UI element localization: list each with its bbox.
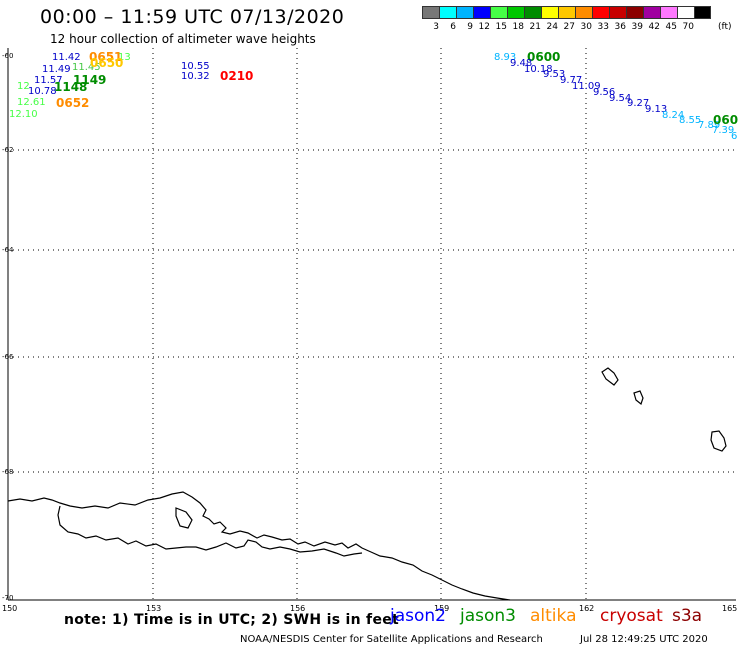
color-scale	[422, 6, 711, 19]
time-label: 060	[713, 113, 739, 127]
units-note: note: 1) Time is in UTC; 2) SWH is in fe…	[64, 612, 400, 628]
scale-swatch	[592, 6, 609, 19]
scale-tick-label: 45	[665, 22, 677, 32]
lat-label-70: -70	[2, 594, 14, 602]
scale-swatch	[609, 6, 626, 19]
swh-label: 9.54	[609, 93, 632, 104]
scale-tick-label: 3	[433, 22, 439, 32]
swh-label: 11.57	[34, 75, 63, 86]
time-label: 0651	[89, 50, 123, 64]
lat-label-62: -62	[2, 146, 14, 154]
scale-swatch	[677, 6, 694, 19]
swh-label: 8.24	[662, 110, 685, 121]
scale-tick-label: 39	[631, 22, 643, 32]
scale-tick-label: 21	[529, 22, 541, 32]
scale-swatch	[643, 6, 660, 19]
footer-credit: NOAA/NESDIS Center for Satellite Applica…	[240, 634, 543, 645]
swh-label: 11.09	[572, 81, 601, 92]
swh-label: 10.78	[28, 86, 57, 97]
scale-swatch	[694, 6, 711, 19]
swh-label: 9.48	[510, 58, 533, 69]
lon-label-162: 162	[579, 604, 595, 613]
scale-tick-label: 6	[450, 22, 456, 32]
scale-tick-label: 33	[597, 22, 609, 32]
lon-label-150: 150	[2, 604, 18, 613]
scale-swatch	[524, 6, 541, 19]
legend-cryosat: cryosat	[600, 606, 663, 626]
scale-tick-label: 42	[648, 22, 660, 32]
swh-label: 12	[17, 81, 30, 92]
lon-label-165: 165	[722, 604, 738, 613]
time-label: 1148	[54, 80, 88, 94]
time-label: 0600	[527, 50, 561, 64]
page-title: 00:00 – 11:59 UTC 07/13/2020	[40, 6, 345, 28]
scale-swatch	[490, 6, 507, 19]
swh-label: 9.77	[560, 75, 583, 86]
legend-jason3: jason3	[460, 606, 516, 626]
swh-label: 6	[731, 131, 738, 142]
footer-timestamp: Jul 28 12:49:25 UTC 2020	[580, 634, 708, 645]
scale-tick-label: 12	[478, 22, 490, 32]
swh-label: 11.45	[72, 62, 101, 73]
scale-swatch	[660, 6, 677, 19]
scale-swatch	[558, 6, 575, 19]
swh-label: 8.55	[679, 115, 702, 126]
swh-label: 7.39	[712, 125, 735, 136]
lat-label-60: -60	[2, 52, 14, 60]
scale-tick-label: 9	[467, 22, 473, 32]
scale-tick-label: 70	[682, 22, 694, 32]
swh-label: 9.53	[543, 69, 566, 80]
scale-swatch	[473, 6, 490, 19]
time-label: 0210	[220, 69, 254, 83]
swh-label: 12.10	[9, 109, 38, 120]
lon-label-159: 159	[434, 604, 450, 613]
scale-tick-label: 18	[512, 22, 524, 32]
swh-label: 10.55	[181, 61, 210, 72]
scale-swatch	[575, 6, 592, 19]
swh-label: 12.61	[17, 97, 46, 108]
page-subtitle: 12 hour collection of altimeter wave hei…	[50, 32, 316, 46]
swh-label: 10.18	[524, 64, 553, 75]
color-scale-labels: 3 6 9 12 15 18 21 24 27 30 33 36 39 42 45 70	[422, 22, 694, 32]
scale-tick-label: 27	[563, 22, 575, 32]
scale-swatch	[439, 6, 456, 19]
time-label: 0652	[56, 96, 90, 110]
scale-tick-label: 15	[495, 22, 507, 32]
lon-label-153: 153	[146, 604, 162, 613]
swh-label: 11.49	[42, 64, 71, 75]
scale-swatch	[626, 6, 643, 19]
legend-altika: altika	[530, 606, 577, 626]
map-frame	[7, 48, 736, 601]
swh-label: 7.89	[698, 120, 721, 131]
scale-tick-label: 24	[546, 22, 558, 32]
lat-label-64: -64	[2, 246, 14, 254]
legend-s3a: s3a	[672, 606, 703, 626]
time-label: 0650	[90, 56, 124, 70]
scale-tick-label: 36	[614, 22, 626, 32]
scale-tick-label: 30	[580, 22, 592, 32]
scale-swatch	[507, 6, 524, 19]
legend-jason2: jason2	[390, 606, 446, 626]
swh-label: 13	[118, 52, 131, 63]
swh-label: 10.32	[181, 71, 210, 82]
lat-label-68: -68	[2, 468, 14, 476]
graticule	[8, 48, 736, 600]
swh-label: 9.13	[645, 104, 668, 115]
swh-label: 9.27	[627, 98, 650, 109]
scale-swatch	[541, 6, 558, 19]
swh-label: 8.93	[494, 52, 517, 63]
time-label: 1149	[73, 73, 107, 87]
color-scale-unit: (ft)	[718, 22, 732, 32]
scale-swatch	[456, 6, 473, 19]
swh-label: 9.56	[593, 87, 616, 98]
lon-label-156: 156	[290, 604, 306, 613]
coastline	[7, 367, 727, 601]
scale-swatch	[422, 6, 439, 19]
swh-label: 11.42	[52, 52, 81, 63]
lat-label-66: -66	[2, 353, 14, 361]
